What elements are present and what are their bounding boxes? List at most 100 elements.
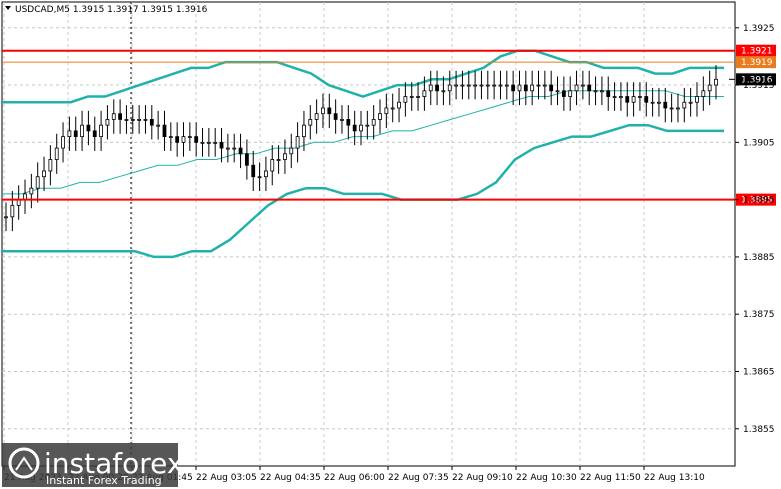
- candle: [492, 70, 497, 100]
- candle-body: [67, 130, 72, 138]
- candle-body: [105, 119, 110, 126]
- candle: [143, 105, 148, 134]
- candle: [390, 93, 395, 123]
- candle: [67, 116, 72, 151]
- candle: [619, 82, 623, 111]
- candle: [168, 122, 173, 151]
- candle-body: [498, 84, 503, 87]
- candle-body: [4, 216, 8, 219]
- candle: [86, 110, 91, 146]
- candle: [314, 99, 319, 134]
- candle: [511, 70, 516, 106]
- candle-body: [327, 107, 332, 115]
- candle-body: [536, 84, 541, 87]
- candle-body: [549, 84, 554, 92]
- candle: [657, 87, 661, 117]
- bollinger-upper: [2, 49, 724, 104]
- candle-body: [61, 136, 65, 149]
- candle-body: [466, 84, 471, 87]
- candle: [359, 110, 363, 146]
- candle-body: [714, 78, 718, 86]
- candle: [599, 76, 604, 106]
- candle-body: [365, 124, 370, 127]
- bollinger-bands: [2, 49, 724, 259]
- x-tick-label: 22 Aug 09:10: [452, 473, 513, 483]
- candle: [257, 162, 262, 192]
- candle: [479, 70, 484, 100]
- candle: [73, 116, 78, 151]
- candle-body: [701, 90, 706, 97]
- candle: [638, 82, 642, 111]
- candle-body: [238, 147, 243, 155]
- candle-body: [42, 170, 46, 178]
- candle: [625, 82, 630, 117]
- candle-body: [663, 101, 668, 109]
- candle: [111, 99, 116, 134]
- candle-body: [302, 124, 306, 138]
- price-level-tag: [736, 56, 776, 69]
- candle-body: [644, 96, 649, 103]
- candle-body: [86, 124, 91, 132]
- candle: [238, 133, 243, 169]
- candle: [23, 179, 27, 214]
- candle: [206, 128, 211, 157]
- candle-body: [384, 107, 389, 115]
- candle: [714, 65, 718, 100]
- candle-body: [232, 147, 237, 150]
- candle: [384, 93, 389, 129]
- candle-body: [612, 96, 617, 98]
- candle: [219, 128, 224, 163]
- candle: [54, 133, 59, 174]
- candle-body: [397, 101, 401, 109]
- candle-body: [333, 113, 338, 120]
- candle: [498, 70, 503, 100]
- candle-body: [638, 96, 642, 98]
- candle-body: [669, 107, 674, 110]
- candle-body: [276, 159, 281, 161]
- candle: [264, 156, 268, 192]
- y-tick-label: 1.3865: [743, 367, 775, 377]
- candle: [549, 70, 554, 106]
- candle: [200, 128, 205, 157]
- candle: [403, 82, 408, 117]
- candle-body: [542, 84, 547, 87]
- brand-logo: instaforex Instant Forex Trading: [2, 443, 183, 487]
- candle-body: [619, 96, 623, 98]
- x-tick-label: 22 Aug 11:50: [580, 473, 641, 483]
- candle: [149, 105, 154, 140]
- candle: [42, 156, 46, 192]
- candle: [295, 122, 300, 163]
- candle: [555, 76, 560, 106]
- candle-body: [504, 84, 509, 87]
- candle: [346, 105, 351, 140]
- chart-header: USDCAD,M5 1.3915 1.3917 1.3915 1.3916: [5, 5, 208, 15]
- candle-body: [580, 84, 585, 87]
- candle: [536, 70, 541, 100]
- candle-body: [200, 141, 205, 144]
- candle-body: [149, 119, 154, 126]
- candle: [688, 87, 693, 117]
- dropdown-triangle-icon[interactable]: [5, 6, 11, 10]
- candle: [409, 82, 414, 111]
- candle-body: [416, 96, 420, 98]
- candle-body: [688, 101, 693, 104]
- x-tick-label: 22 Aug 10:30: [516, 473, 577, 483]
- candle: [568, 76, 573, 111]
- candle: [124, 105, 129, 134]
- y-tick-label: 1.3885: [743, 253, 775, 263]
- candle-body: [111, 113, 116, 120]
- candle: [695, 82, 699, 117]
- candle-body: [308, 119, 313, 126]
- candle-body: [175, 136, 180, 143]
- candle: [289, 133, 294, 169]
- candle-body: [676, 107, 680, 110]
- candle: [181, 122, 186, 157]
- candle-body: [225, 147, 230, 150]
- candle: [416, 82, 420, 111]
- candle-body: [219, 141, 224, 149]
- candle: [422, 76, 427, 111]
- candle: [92, 116, 97, 151]
- candle: [504, 70, 509, 100]
